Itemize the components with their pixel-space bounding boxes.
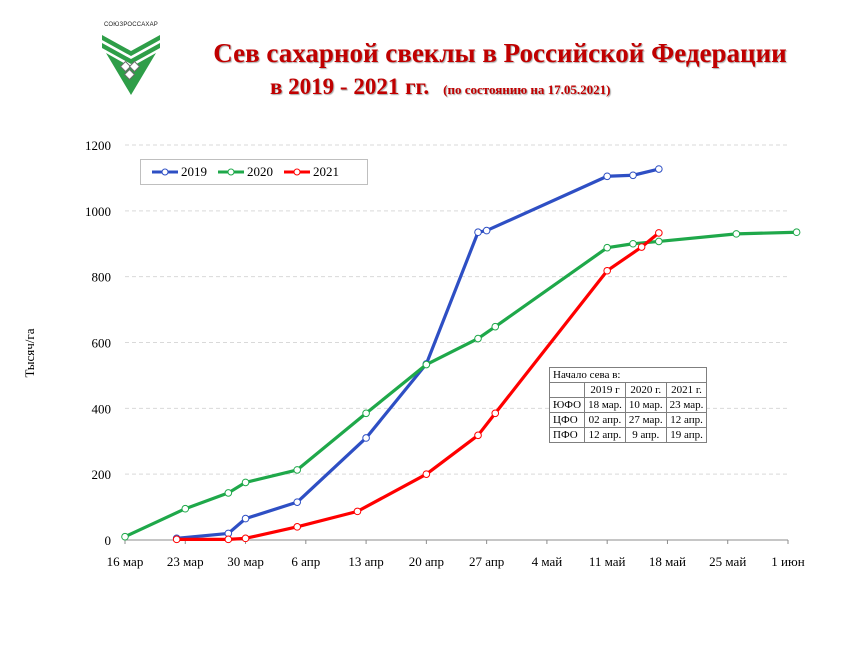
table-row: ЮФО 18 мар. 10 мар. 23 мар. [548, 397, 708, 413]
data-point-2020 [491, 322, 500, 331]
y-tick-label: 200 [92, 467, 112, 482]
data-point-2021 [491, 409, 500, 418]
data-point-2021 [353, 507, 362, 516]
data-point-2019 [293, 498, 302, 506]
x-tick-label: 11 май [589, 554, 626, 569]
legend-line-marker-icon [152, 168, 178, 176]
date-cell: 9 апр. [624, 427, 667, 443]
data-point-2021 [474, 431, 482, 440]
x-tick-label: 18 май [649, 554, 686, 569]
sowing-start-table: Начало сева в: 2019 г 2020 г. 2021 г. ЮФ… [548, 367, 708, 443]
date-cell: 02 апр. [584, 412, 626, 428]
date-cell: 10 мар. [624, 397, 667, 413]
data-point-2020 [121, 532, 129, 541]
data-point-2020 [655, 237, 663, 246]
sowing-table-header [548, 382, 586, 398]
x-tick-label: 25 май [709, 554, 746, 569]
data-point-2019 [474, 228, 482, 237]
date-cell: 27 мар. [624, 412, 667, 428]
data-point-2021 [241, 534, 250, 543]
chart-title: Сев сахарной свеклы в Российской Федерац… [213, 38, 787, 68]
x-tick-label: 13 апр [348, 554, 383, 569]
logo-caption: СОЮЗРОССАХАР [103, 22, 159, 28]
date-cell: 23 мар. [665, 397, 708, 413]
district-cell: ЮФО [548, 397, 586, 413]
data-point-2020 [603, 243, 611, 252]
table-row: ПФО 12 апр. 9 апр. 19 апр. [548, 427, 708, 443]
chart-title-years: в 2019 - 2021 гг. [270, 74, 430, 99]
date-cell: 12 апр. [584, 427, 626, 443]
sowing-table-header: 2020 г. [624, 382, 667, 398]
legend-item-2019: 2019 [151, 164, 207, 180]
date-cell: 19 апр. [665, 427, 708, 443]
data-point-2020 [224, 489, 233, 497]
date-cell: 18 мар. [584, 397, 626, 413]
data-point-2021 [224, 535, 233, 544]
x-tick-label: 1 июн [771, 554, 804, 569]
y-tick-label: 1000 [85, 204, 111, 219]
legend-label: 2020 [247, 164, 273, 179]
data-point-2021 [293, 523, 302, 531]
legend-line-marker-icon [284, 168, 310, 176]
data-point-2020 [732, 230, 741, 238]
x-tick-label: 4 май [532, 554, 563, 569]
x-tick-label: 30 мар [227, 554, 264, 569]
y-tick-label: 0 [105, 533, 112, 548]
legend-item-2020: 2020 [217, 164, 273, 180]
date-cell: 12 апр. [665, 412, 708, 428]
data-point-2020 [181, 504, 190, 513]
x-tick-label: 27 апр [469, 554, 504, 569]
legend-line-marker-icon [218, 168, 244, 176]
data-point-2020 [362, 409, 370, 418]
sowing-table-title: Начало сева в: [548, 367, 708, 383]
chart-title-line2: в 2019 - 2021 гг. (по состоянию на 17.05.… [270, 74, 610, 100]
data-point-2021 [422, 470, 431, 478]
x-tick-label: 16 мар [107, 554, 144, 569]
district-cell: ЦФО [548, 412, 586, 428]
data-point-2019 [655, 165, 663, 173]
data-point-2020 [792, 228, 801, 237]
x-tick-label: 20 апр [409, 554, 444, 569]
data-point-2020 [422, 360, 431, 369]
data-point-2020 [293, 466, 302, 474]
sowing-table-header: 2021 г. [665, 382, 708, 398]
y-tick-label: 1200 [85, 138, 111, 153]
data-point-2021 [637, 243, 646, 251]
logo: СОЮЗРОССАХАР [96, 22, 166, 100]
data-point-2021 [655, 229, 663, 237]
sowing-table-header: 2019 г [584, 382, 626, 398]
data-point-2020 [629, 239, 637, 248]
y-tick-label: 400 [92, 401, 112, 416]
data-point-2019 [241, 514, 250, 523]
data-point-2019 [482, 226, 491, 235]
legend-label: 2021 [313, 164, 339, 179]
data-point-2019 [629, 171, 637, 180]
data-point-2021 [172, 535, 181, 544]
x-tick-label: 6 апр [291, 554, 320, 569]
legend-label: 2019 [181, 164, 207, 179]
soyuzrossakhar-logo-icon [102, 35, 160, 95]
data-point-2019 [603, 172, 611, 181]
y-tick-label: 600 [92, 336, 112, 351]
x-tick-label: 23 мар [167, 554, 204, 569]
data-point-2020 [474, 334, 482, 343]
data-point-2020 [241, 478, 250, 487]
data-point-2021 [603, 266, 611, 275]
data-point-2019 [362, 434, 370, 442]
y-tick-label: 800 [92, 270, 112, 285]
legend-item-2021: 2021 [283, 164, 339, 180]
chart-subtitle: (по состоянию на 17.05.2021) [443, 82, 611, 97]
table-row: ЦФО 02 апр. 27 мар. 12 апр. [548, 412, 708, 428]
chart-legend: 2019 2020 2021 [140, 159, 368, 185]
district-cell: ПФО [548, 427, 586, 443]
